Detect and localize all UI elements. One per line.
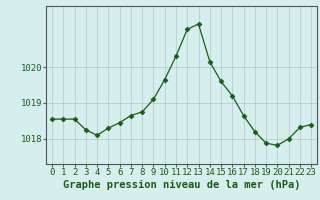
X-axis label: Graphe pression niveau de la mer (hPa): Graphe pression niveau de la mer (hPa) [63,180,300,190]
